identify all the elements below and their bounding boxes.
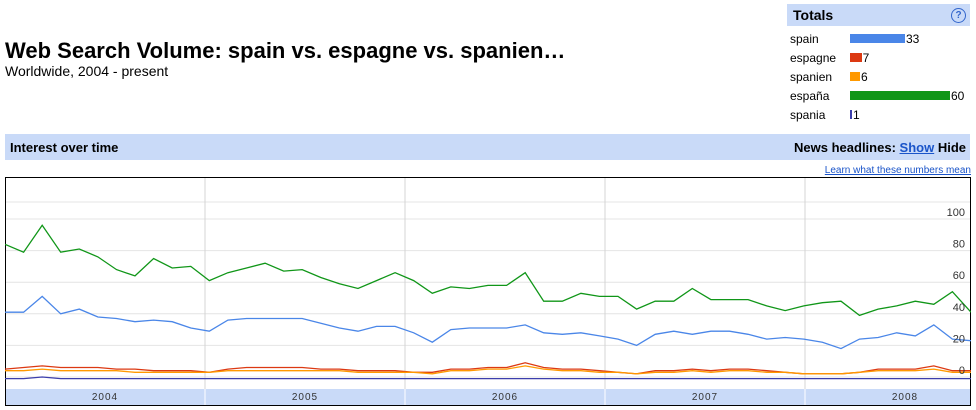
- y-tick-label: 60: [953, 270, 965, 282]
- totals-header: Totals ?: [787, 4, 970, 26]
- totals-row: spania 1: [787, 105, 970, 124]
- totals-term-label: spain: [790, 31, 819, 46]
- totals-term-label: españa: [790, 88, 830, 103]
- series-line-spain: [5, 295, 971, 350]
- series-line-spania: [5, 376, 971, 380]
- totals-value: 33: [906, 31, 920, 46]
- y-tick-label: 40: [953, 302, 965, 314]
- line-chart-svg: 0 20 40 60 80 100 2004 2005 2006 2007 2008: [5, 177, 971, 406]
- totals-value: 60: [951, 88, 965, 103]
- y-tick-label: 20: [953, 333, 965, 345]
- totals-row: spain 33: [787, 29, 970, 48]
- y-tick-label: 0: [959, 365, 965, 377]
- totals-term-label: spania: [790, 107, 826, 122]
- totals-bar: [850, 91, 950, 100]
- interest-over-time-bar: Interest over time News headlines: Show …: [5, 134, 970, 160]
- totals-value: 6: [861, 69, 868, 84]
- x-axis-band: [6, 389, 970, 405]
- help-icon[interactable]: ?: [951, 7, 966, 23]
- totals-title: Totals: [793, 7, 834, 23]
- x-tick-label: 2008: [892, 392, 918, 403]
- chart-frame: [5, 177, 971, 406]
- totals-bar: [850, 72, 860, 81]
- totals-term-label: espagne: [790, 50, 837, 65]
- y-tick-label: 100: [947, 207, 965, 219]
- show-news-link[interactable]: Show: [899, 139, 935, 155]
- totals-row: españa 60: [787, 86, 970, 105]
- totals-bar: [850, 110, 852, 119]
- totals-value: 1: [853, 107, 860, 122]
- section-title: Interest over time: [10, 139, 119, 155]
- x-tick-label: 2007: [692, 392, 718, 403]
- series-line-españa: [5, 224, 971, 317]
- x-tick-label: 2005: [292, 392, 318, 403]
- news-headlines-toggle: News headlines: Show Hide: [794, 140, 970, 155]
- hide-news-label[interactable]: Hide: [937, 139, 966, 155]
- x-tick-label: 2006: [492, 392, 518, 403]
- totals-bar: [850, 53, 862, 62]
- page-subtitle: Worldwide, 2004 - present: [5, 63, 169, 79]
- totals-list: spain 33 espagne 7 spanien 6 españa 60 spania 1: [787, 26, 970, 124]
- totals-panel: Totals ? spain 33 espagne 7 spanien 6 españa 60…: [787, 4, 970, 124]
- totals-row: spanien 6: [787, 67, 970, 86]
- interest-chart: 0 20 40 60 80 100 2004 2005 2006 2007 2008: [5, 177, 971, 406]
- totals-term-label: spanien: [790, 69, 833, 84]
- y-tick-label: 80: [953, 239, 965, 251]
- totals-row: espagne 7: [787, 48, 970, 67]
- learn-numbers-link[interactable]: Learn what these numbers mean: [824, 165, 971, 176]
- news-label: News headlines:: [794, 139, 896, 155]
- x-tick-label: 2004: [92, 392, 118, 403]
- totals-value: 7: [862, 50, 870, 65]
- page-title: Web Search Volume: spain vs. espagne vs.…: [5, 38, 566, 63]
- series-line-spanien: [5, 365, 971, 375]
- totals-bar: [850, 34, 905, 43]
